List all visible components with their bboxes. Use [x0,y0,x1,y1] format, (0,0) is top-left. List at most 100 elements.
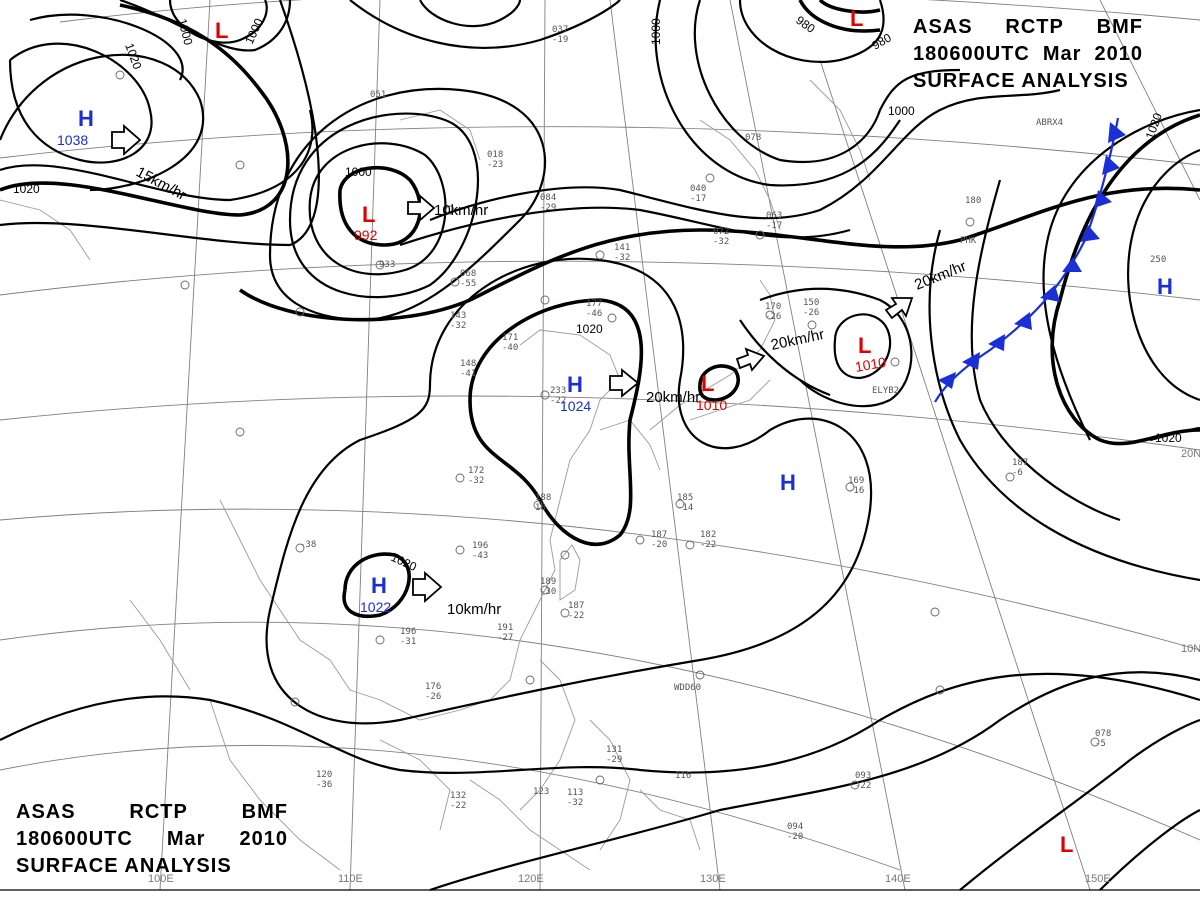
low-pressure-marker: L [1060,832,1073,857]
agency-code: ASAS [16,801,76,823]
station-value: 051 [370,90,386,100]
station-value: 113 [567,788,583,798]
station-value: 150 [803,298,819,308]
station-value: -22 [700,540,716,550]
station-value: -38 [300,540,316,550]
chart-title-bottom-left: ASAS RCTP BMF 180600UTC Mar 2010 SURFACE… [16,799,288,880]
station-value: -46 [586,309,602,319]
station-value: 078 [745,133,761,143]
center-code: RCTP [1005,16,1064,38]
unit-code: BMF [1096,16,1143,38]
station-value: -16 [848,486,864,496]
station-value: 171 [502,333,518,343]
longitude-label: 130E [700,873,726,885]
station-value: -32 [468,476,484,486]
station-value: -22 [855,781,871,791]
isobar-label: 1000 [649,18,663,45]
station-value: -22 [568,611,584,621]
station-value: 093 [855,771,871,781]
longitude-label: 100E [148,873,174,885]
high-pressure-value: 1022 [360,599,391,615]
station-value: 169 [848,476,864,486]
chart-title-top-right: ASAS RCTP BMF 180600UTC Mar 2010 SURFACE… [913,14,1143,95]
station-value: -14 [677,503,693,513]
station-value: -32 [713,237,729,247]
station-value: 170 [765,302,781,312]
station-value: 180 [965,196,981,206]
valid-time: 180600UTC [16,828,133,850]
low-pressure-value: 992 [354,227,378,243]
station-value: 185 [677,493,693,503]
station-value: 196 [472,541,488,551]
station-value: -41 [460,369,476,379]
valid-time: 180600UTC [913,43,1030,65]
station-plots [115,70,1100,790]
station-value: -20 [651,540,667,550]
low-pressure-value: 1010 [696,397,727,413]
unit-code: BMF [241,801,288,823]
station-value: 040 [690,184,706,194]
high-pressure-marker: H [780,470,796,495]
station-labels: 037 -19 051 018 -23 084 -29 141 -32 177 … [300,25,1166,842]
station-value: 072 [713,227,729,237]
low-pressure-value: 1010 [854,354,888,375]
isobar-label: 1000 [345,165,372,179]
station-value: 148 [460,359,476,369]
movement-speed-label: 10km/hr [447,601,501,618]
station-value: -32 [614,253,630,263]
station-value: 094 [787,822,803,832]
isobar-label: 1020 [1155,431,1182,445]
station-value: WDD60 [674,683,701,693]
product-name: SURFACE ANALYSIS [16,855,232,877]
station-value: -17 [690,194,706,204]
station-value: -29 [540,203,556,213]
valid-year: 2010 [1094,43,1143,65]
station-value: 176 [425,682,441,692]
station-value: -6 [1012,468,1023,478]
station-value: 191 [497,623,513,633]
latitude-label: 10N [1181,643,1200,655]
valid-month: Mar [166,828,206,850]
isobar-label: 1000 [175,17,196,47]
station-value: 132 [450,791,466,801]
station-value: -20 [787,832,803,842]
station-value: -32 [450,321,466,331]
isobar-label: 1020 [576,322,603,336]
low-pressure-marker: L [701,371,714,396]
center-code: RCTP [129,801,188,823]
low-pressure-marker: L [858,333,871,358]
station-value: 084 [540,193,556,203]
longitude-label: 120E [518,873,544,885]
isobar-label: 1020 [13,182,40,196]
station-value: 18 [535,503,546,513]
station-value: 172 [468,466,484,476]
station-value: 037 [552,25,568,35]
station-value: 177 [586,299,602,309]
high-pressure-value: 1024 [560,398,591,414]
station-value: 131 [606,745,622,755]
station-value: -32 [567,798,583,808]
station-value: -22 [450,801,466,811]
station-value: 188 [535,493,551,503]
isobar-label: 1000 [888,104,915,118]
station-value: -26 [803,308,819,318]
station-value: 063 [766,211,782,221]
high-pressure-marker: H [371,573,387,598]
station-value: -22 [550,396,566,406]
station-value: -43 [472,551,488,561]
station-value: 187 [568,601,584,611]
movement-speed-label: 10km/hr [434,202,488,219]
graticule-labels: 20N 10N 110E 120E 130E 140E 150E 100E [148,448,1200,885]
station-value: -29 [606,755,622,765]
valid-month: Mar [1042,43,1082,65]
station-value: 068 [460,269,476,279]
station-value: 141 [614,243,630,253]
station-value: -31 [400,637,416,647]
station-value: 196 [400,627,416,637]
station-value: 116 [675,771,691,781]
station-value: 078 [1095,729,1111,739]
low-pressure-marker: L [215,18,228,43]
latitude-label: 20N [1181,448,1200,460]
